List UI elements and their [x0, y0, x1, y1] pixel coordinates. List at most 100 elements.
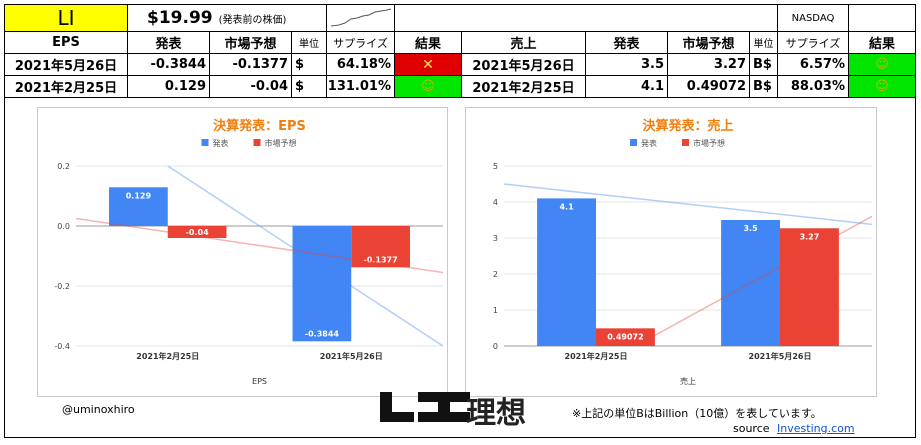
col-eps-unit: 単位 — [292, 32, 327, 54]
eps-row-2-actual: 0.129 — [128, 76, 210, 98]
eps-row-1-result: ✕ — [395, 54, 462, 76]
trendline-actual — [167, 166, 443, 346]
eps-chart: 決算発表：EPS 発表 市場予想 0.2 0.0 -0.2 -0.4 0.129 -0.3844… — [37, 107, 448, 397]
x-axis-label: EPS — [252, 377, 267, 386]
eps-row-2-surprise: 131.01% — [327, 76, 395, 98]
sparkline-cell — [327, 4, 395, 32]
y-tick-label: 0.0 — [57, 222, 70, 231]
ticker-symbol: LI — [57, 6, 75, 30]
unit-note: ※上記の単位BはBillion（10億）を表しています。 — [572, 407, 822, 420]
col-eps: EPS — [4, 32, 128, 54]
eps-row-1-surprise: 64.18% — [327, 54, 395, 76]
y-tick-label: -0.4 — [54, 342, 70, 351]
col-eps-result: 結果 — [395, 32, 462, 54]
legend-label: 発表 — [213, 138, 229, 148]
y-tick-label: 3 — [493, 234, 498, 243]
bar-forecast — [780, 228, 839, 346]
eps-row-2-date: 2021年2月25日 — [4, 76, 128, 98]
x-tick-label: 2021年2月25日 — [136, 351, 199, 361]
sales-row-1-forecast: 3.27 — [668, 54, 750, 76]
x-tick-label: 2021年5月26日 — [749, 351, 812, 361]
eps-row-1-unit: $ — [292, 54, 327, 76]
bar-actual — [721, 220, 780, 346]
bar-forecast — [351, 226, 410, 268]
x-tick-label: 2021年5月26日 — [320, 351, 383, 361]
sales-row-1-actual: 3.5 — [586, 54, 668, 76]
price: $19.99 — [147, 8, 213, 28]
col-sales-unit: 単位 — [750, 32, 778, 54]
col-sales-actual: 発表 — [586, 32, 668, 54]
eps-row-1-forecast: -0.1377 — [210, 54, 292, 76]
bar-value-label: -0.1377 — [364, 255, 398, 264]
chart-title: 決算発表：EPS — [213, 118, 306, 134]
sales-row-1-date: 2021年5月26日 — [462, 54, 586, 76]
col-sales-forecast: 市場予想 — [668, 32, 750, 54]
li-auto-logo-icon — [380, 392, 470, 422]
company-name: 理想 — [466, 396, 526, 431]
y-tick-label: 0 — [493, 342, 498, 351]
author-handle: @uminoxhiro — [62, 403, 135, 416]
y-tick-label: 5 — [493, 162, 498, 171]
header-blank-2 — [849, 4, 916, 32]
sales-chart: 決算発表：売上 発表 市場予想 5 4 3 2 1 0 4.1 3.5 0.49072 3.27 2021… — [465, 107, 877, 397]
y-tick-label: 0.2 — [57, 162, 70, 171]
chart-title: 決算発表：売上 — [642, 118, 733, 134]
source-link[interactable]: Investing.com — [777, 422, 855, 435]
sales-row-2-date: 2021年2月25日 — [462, 76, 586, 98]
smiley-icon: ☺ — [421, 79, 435, 94]
trendline-forecast — [633, 215, 872, 346]
trendline-actual — [504, 183, 872, 226]
sales-row-2-unit: B$ — [750, 76, 778, 98]
sales-row-1-result: ☺ — [849, 54, 916, 76]
price-note: (発表前の株価) — [218, 14, 287, 26]
legend-swatch-actual — [630, 139, 637, 146]
bar-value-label: 0.129 — [126, 191, 152, 200]
sales-row-2-result: ☺ — [849, 76, 916, 98]
chart-area-frame — [4, 98, 916, 438]
legend-swatch-forecast — [253, 139, 261, 146]
col-eps-forecast: 市場予想 — [210, 32, 292, 54]
eps-chart-svg: 決算発表：EPS 発表 市場予想 0.2 0.0 -0.2 -0.4 0.129 -0.3844… — [54, 118, 443, 386]
fail-icon: ✕ — [422, 56, 434, 73]
eps-row-1-actual: -0.3844 — [128, 54, 210, 76]
bar-value-label: 0.49072 — [607, 332, 643, 341]
y-tick-label: -0.2 — [54, 282, 70, 291]
price-cell: $19.99 (発表前の株価) — [128, 4, 327, 32]
bar-value-label: 3.5 — [743, 224, 758, 233]
eps-row-2-forecast: -0.04 — [210, 76, 292, 98]
col-eps-surprise: サプライズ — [327, 32, 395, 54]
smiley-icon: ☺ — [875, 79, 889, 94]
bar-actual — [292, 226, 352, 342]
col-sales: 売上 — [462, 32, 586, 54]
sales-row-1-unit: B$ — [750, 54, 778, 76]
bar-value-label: 3.27 — [800, 232, 820, 241]
sales-row-1-surprise: 6.57% — [778, 54, 849, 76]
sales-row-2-actual: 4.1 — [586, 76, 668, 98]
x-axis-label: 売上 — [680, 376, 696, 386]
header-blank-1 — [395, 4, 778, 32]
price-sparkline — [330, 8, 391, 27]
sales-row-2-surprise: 88.03% — [778, 76, 849, 98]
legend-swatch-actual — [201, 139, 209, 146]
eps-row-1-date: 2021年5月26日 — [4, 54, 128, 76]
exchange-cell: NASDAQ — [778, 4, 849, 32]
col-sales-result: 結果 — [849, 32, 916, 54]
legend-label: 発表 — [641, 138, 657, 148]
bar-forecast — [167, 226, 227, 238]
bar-actual — [537, 198, 596, 346]
x-tick-label: 2021年2月25日 — [565, 351, 628, 361]
sales-row-2-forecast: 0.49072 — [668, 76, 750, 98]
col-eps-actual: 発表 — [128, 32, 210, 54]
bar-value-label: -0.3844 — [305, 329, 340, 338]
legend-label: 市場予想 — [693, 138, 725, 148]
bar-forecast — [596, 328, 655, 346]
source-line: source Investing.com — [733, 422, 855, 435]
bar-value-label: -0.04 — [186, 228, 209, 237]
legend-label: 市場予想 — [265, 138, 297, 148]
col-sales-surprise: サプライズ — [778, 32, 849, 54]
ticker-cell: LI — [4, 4, 128, 32]
source-label: source — [733, 422, 770, 435]
eps-row-2-unit: $ — [292, 76, 327, 98]
eps-row-2-result: ☺ — [395, 76, 462, 98]
